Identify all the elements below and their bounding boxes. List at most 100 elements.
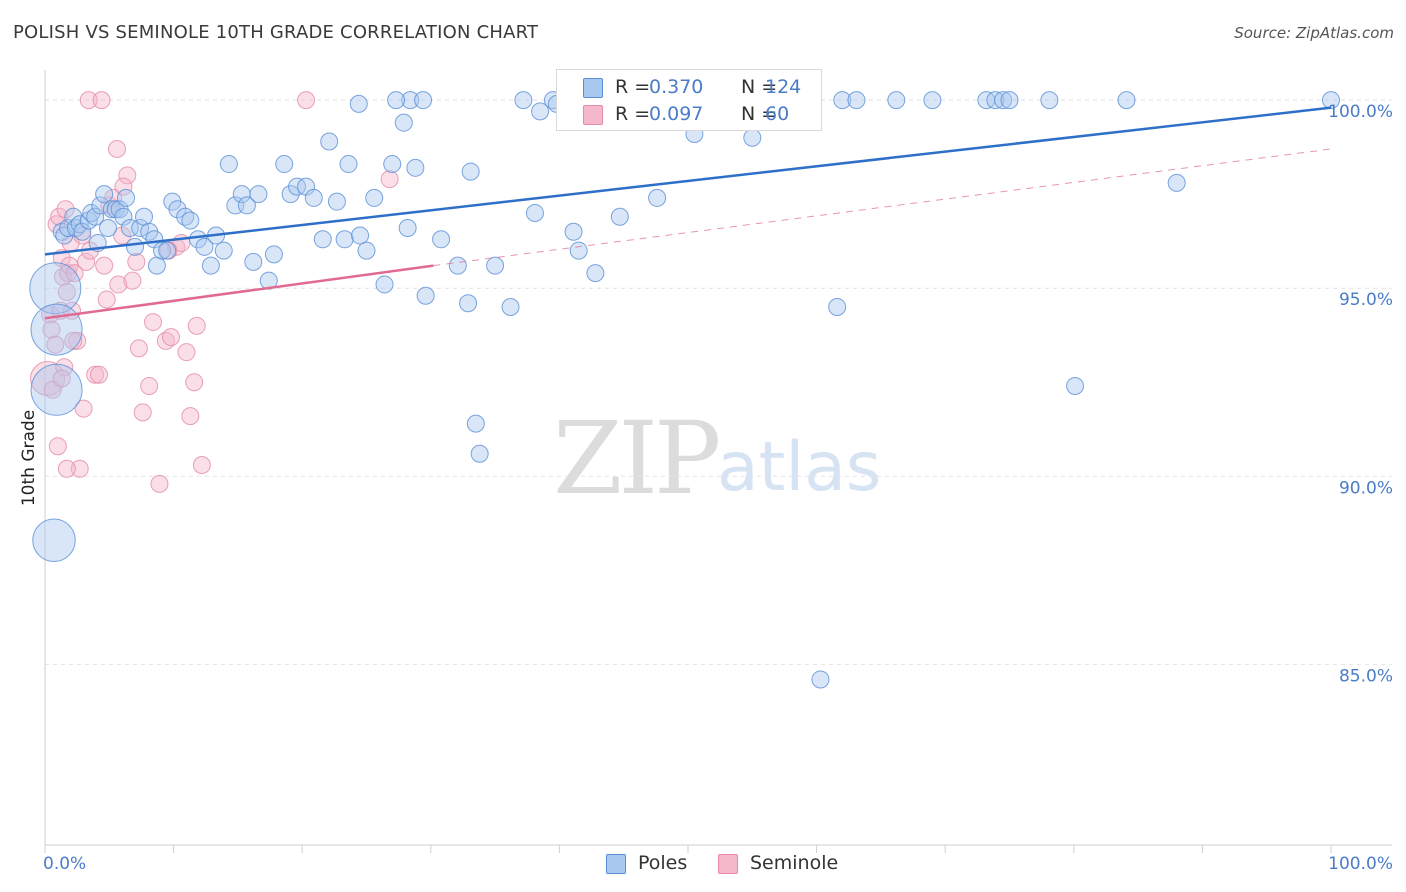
poles-point <box>357 241 376 260</box>
seminole-legend-label: Seminole <box>750 852 839 874</box>
poles-point <box>398 219 417 238</box>
poles-point <box>264 245 283 264</box>
poles-point <box>244 252 263 271</box>
seminole-point <box>297 91 316 110</box>
poles-point <box>923 91 942 110</box>
x-tick-label-max: 100.0% <box>1328 854 1393 874</box>
seminole-point <box>129 339 148 358</box>
seminole-r-label: R = <box>615 103 651 125</box>
y-tick-label: 95.0% <box>1339 290 1393 310</box>
poles-point <box>237 196 256 215</box>
poles-point <box>743 128 762 147</box>
poles-point <box>320 132 339 151</box>
seminole-point <box>77 252 96 271</box>
poles-legend-label: Poles <box>638 852 688 874</box>
grid-lines <box>45 99 1392 665</box>
poles-point <box>470 444 489 463</box>
poles-r-label: R = <box>615 76 651 98</box>
seminole-point <box>70 459 89 478</box>
poles-point <box>135 207 154 226</box>
poles-point <box>349 94 368 113</box>
poles-point <box>833 91 852 110</box>
poles-point <box>1040 91 1059 110</box>
poles-point <box>339 155 358 174</box>
poles-legend-swatch <box>606 854 626 874</box>
seminole-point <box>57 282 76 301</box>
seminole-point <box>97 290 116 309</box>
y-tick-label: 90.0% <box>1339 478 1393 498</box>
y-axis-label: 10th Grade <box>19 410 39 506</box>
stats-legend: R = 0.370 N = 124 R = 0.097 N = 60 <box>556 69 822 131</box>
seminole-point <box>55 358 74 377</box>
poles-point <box>459 294 478 313</box>
poles-trend-line <box>44 106 1332 256</box>
seminole-point <box>108 140 127 159</box>
seminole-point <box>95 256 114 275</box>
poles-point <box>531 102 550 121</box>
seminole-point <box>90 365 109 384</box>
poles-point <box>994 91 1013 110</box>
poles-point <box>281 185 300 204</box>
axis-labels: 85.0% 90.0% 95.0% 100.0% 0.0% 100.0% 10th Grad… <box>19 102 1393 874</box>
seminole-legend-swatch <box>718 854 738 874</box>
seminole-point <box>79 91 98 110</box>
watermark-atlas: atlas <box>717 428 882 507</box>
poles-point <box>383 155 402 174</box>
poles-point <box>59 219 78 238</box>
legend-row-poles: R = 0.370 N = 124 <box>557 74 821 100</box>
seminole-point <box>181 407 200 426</box>
poles-point <box>365 188 384 207</box>
poles-n-label: N = <box>741 76 778 98</box>
poles-point <box>1117 91 1136 110</box>
seminole-point <box>109 275 128 294</box>
poles-point <box>1066 377 1085 396</box>
seminole-point <box>144 313 163 332</box>
poles-point <box>432 230 451 249</box>
poles-point <box>648 188 667 207</box>
seminole-swatch <box>583 105 603 125</box>
poles-point <box>313 230 332 249</box>
y-tick-label: 100.0% <box>1328 102 1393 122</box>
poles-point <box>114 207 133 226</box>
poles-point <box>181 211 200 230</box>
source-label: Source: ZipAtlas.com <box>1234 24 1394 42</box>
seminole-point <box>46 335 65 354</box>
poles-point <box>195 237 214 256</box>
poles-point <box>1000 91 1019 110</box>
poles-point <box>64 207 83 226</box>
seminole-point <box>380 170 399 189</box>
poles-point <box>131 219 150 238</box>
poles-point <box>158 241 177 260</box>
poles-point <box>95 185 114 204</box>
poles-point <box>610 207 629 226</box>
poles-point <box>219 155 238 174</box>
poles-point <box>70 215 89 234</box>
poles-point <box>168 200 187 219</box>
seminole-point <box>133 403 152 422</box>
poles-point <box>275 155 294 174</box>
seminole-point <box>52 369 71 388</box>
poles-point <box>501 298 520 317</box>
poles-point <box>828 298 847 317</box>
y-tick-label: 85.0% <box>1339 666 1393 686</box>
poles-point <box>86 207 105 226</box>
seminole-r-value: 0.097 <box>649 103 704 125</box>
x-tick-label-min: 0.0% <box>43 854 86 874</box>
seminole-point <box>177 343 196 362</box>
poles-point <box>401 91 420 110</box>
seminole-point <box>92 91 111 110</box>
seminole-n-value: 60 <box>765 103 790 125</box>
seminole-point <box>192 456 211 475</box>
poles-point <box>387 91 406 110</box>
poles-point <box>327 192 346 211</box>
poles-point <box>214 241 233 260</box>
poles-point <box>106 200 125 219</box>
seminole-point <box>113 226 132 245</box>
seminole-point <box>42 320 61 339</box>
seminole-n-label: N = <box>741 103 778 125</box>
watermark-zip: ZIP <box>553 400 721 517</box>
seminole-point <box>56 200 75 219</box>
poles-point <box>525 203 544 222</box>
poles-point <box>288 177 307 196</box>
